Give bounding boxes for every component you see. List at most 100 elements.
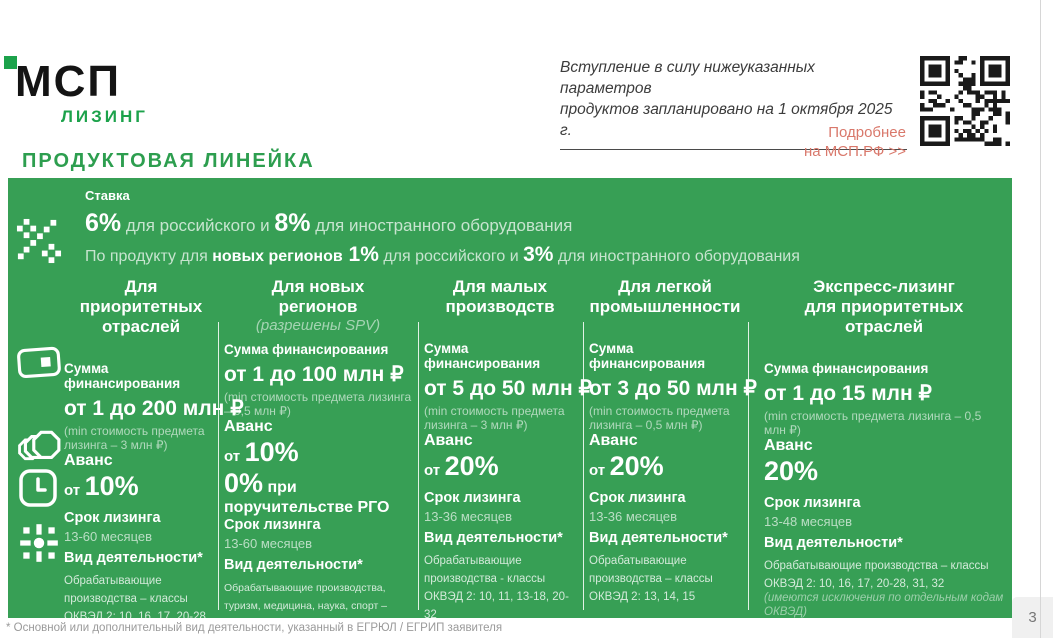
- sum-note: (min стоимость предмета лизинга – 3 млн …: [64, 424, 205, 453]
- term-section: Срок лизинга 13-60 месяцев: [64, 510, 218, 550]
- activity-section: Вид деятельности* Обрабатывающие произво…: [589, 530, 741, 605]
- percent-icon: [16, 218, 62, 264]
- financing-sum-section: Сумма финансирования от 1 до 15 млн ₽ (m…: [764, 361, 1004, 437]
- advance-value: 20%: [764, 456, 819, 487]
- product-column-new-regions: Для новых регионов (разрешены SPV) Сумма…: [224, 277, 412, 618]
- sum-label: Сумма финансирования: [589, 341, 706, 372]
- product-column-small-manufacturing: Для малых производств Сумма финансирован…: [424, 277, 592, 618]
- sum-label: Сумма финансирования: [64, 361, 181, 392]
- column-title: Для новых регионов: [271, 277, 365, 317]
- activity-text: Обрабатывающие производства - классы ОКВ…: [424, 555, 569, 618]
- activity-label: Вид деятельности*: [589, 530, 728, 547]
- rate-line2-text3: для иностранного оборудования: [553, 248, 800, 266]
- sum-label: Сумма финансирования: [424, 341, 541, 372]
- term-label: Срок лизинга: [64, 510, 161, 527]
- sum-note: (min стоимость предмета лизинга – 0,5 мл…: [764, 409, 982, 438]
- advance-prefix: от: [589, 462, 606, 480]
- column-separator: [748, 322, 749, 610]
- activity-section: Вид деятельности* Обрабатывающие произво…: [224, 557, 412, 618]
- rate-label: Ставка: [85, 188, 130, 203]
- msp-leasing-logo: МСП ЛИЗИНГ: [2, 50, 202, 140]
- logo-square-icon: [4, 56, 17, 69]
- sum-label: Сумма финансирования: [764, 361, 929, 377]
- activity-note: (имеются исключения по отдельным кодам О…: [764, 592, 1004, 618]
- rate-line1-text1: для российского и: [121, 216, 275, 235]
- sum-value: от 1 до 15 млн ₽: [764, 382, 932, 406]
- advance-section: Аванс от 20%: [589, 432, 741, 490]
- activity-section: Вид деятельности* Обрабатывающие произво…: [764, 535, 1004, 618]
- activity-burst-icon: [16, 520, 62, 566]
- rate-new-regions-foreign-pct: 3%: [523, 243, 554, 267]
- term-section: Срок лизинга 13-36 месяцев: [424, 490, 576, 530]
- column-separator: [418, 322, 419, 610]
- financing-sum-section: Сумма финансирования от 1 до 100 млн ₽ (…: [224, 342, 412, 418]
- more-on-msp-link[interactable]: Подробнее на МСП.РФ >>: [758, 124, 906, 162]
- column-title: Для легкой промышленности: [589, 277, 741, 317]
- logo-sub-text: ЛИЗИНГ: [61, 107, 148, 126]
- rate-foreign-pct: 8%: [274, 209, 311, 237]
- effective-date-note: Вступление в силу нижеуказанных параметр…: [560, 58, 907, 150]
- term-label: Срок лизинга: [764, 495, 861, 512]
- rate-line1-text2: для иностранного оборудования: [310, 216, 573, 235]
- activity-label: Вид деятельности*: [764, 535, 903, 552]
- page-number: 3: [1028, 609, 1037, 626]
- slide-right-border: [1040, 0, 1041, 638]
- column-title: Для приоритетных отраслей: [79, 277, 203, 337]
- advance-rgo-line: 0% при поручительстве РГО: [224, 468, 412, 517]
- clock-icon: [18, 468, 58, 508]
- advance-label: Аванс: [764, 437, 813, 455]
- advance-value: 20%: [444, 451, 499, 482]
- coins-icon: [16, 424, 62, 470]
- column-title: Экспресс-лизинг для приоритетных отрасле…: [804, 277, 964, 337]
- advance-value: 10%: [244, 437, 299, 468]
- effective-date-note-line1: Вступление в силу нижеуказанных параметр…: [560, 59, 815, 97]
- logo-brand-text: МСП: [15, 57, 122, 106]
- term-section: Срок лизинга 13-36 месяцев: [589, 490, 741, 530]
- activity-label: Вид деятельности*: [424, 530, 563, 547]
- advance-label: Аванс: [424, 432, 473, 450]
- advance-section: Аванс от 10%: [64, 452, 218, 510]
- money-icon: [16, 340, 62, 386]
- effective-date-note-line2: продуктов запланировано на 1 октября 202…: [560, 100, 893, 139]
- activity-text: Обрабатывающие производства, туризм, мед…: [224, 582, 388, 613]
- rate-line2-text1: По продукту для: [85, 248, 213, 266]
- qr-code: [920, 56, 1010, 146]
- advance-section: Аванс от 20%: [424, 432, 576, 490]
- sum-value: от 3 до 50 млн ₽: [589, 377, 757, 401]
- rate-line-2: По продукту для новых регионов 1% для ро…: [85, 242, 800, 268]
- activity-section: Вид деятельности* Обрабатывающие произво…: [424, 530, 576, 618]
- term-value: 13-60 месяцев: [64, 529, 153, 545]
- term-label: Срок лизинга: [424, 490, 521, 507]
- financing-sum-section: Сумма финансирования от 1 до 200 млн ₽ (…: [64, 361, 244, 453]
- advance-value: 20%: [609, 451, 664, 482]
- advance-section: Аванс 20%: [764, 437, 1004, 495]
- sum-value: от 5 до 50 млн ₽: [424, 377, 592, 401]
- more-link-line1: Подробнее: [828, 124, 906, 141]
- activity-label: Вид деятельности*: [64, 550, 203, 567]
- sum-note: (min стоимость предмета лизинга – 3 млн …: [424, 404, 565, 433]
- products-panel: Ставка 6% для российского и 8% для иност…: [8, 178, 1012, 618]
- sum-note: (min стоимость предмета лизинга – 0,5 мл…: [589, 404, 730, 433]
- rate-new-regions-bold: новых регионов: [212, 248, 343, 266]
- rate-ru-pct: 6%: [85, 209, 122, 237]
- term-value: 13-48 месяцев: [764, 514, 853, 530]
- rate-new-regions-ru-pct: 1%: [342, 243, 379, 267]
- advance-section: Аванс от 10% 0% при поручительстве РГО: [224, 418, 412, 517]
- rate-line-1: 6% для российского и 8% для иностранного…: [85, 208, 800, 239]
- term-value: 13-60 месяцев: [224, 536, 313, 552]
- term-label: Срок лизинга: [224, 517, 321, 534]
- sum-label: Сумма финансирования: [224, 342, 389, 358]
- advance-rgo-value: 0%: [224, 468, 264, 499]
- term-section: Срок лизинга 13-48 месяцев: [764, 495, 1004, 535]
- rate-line2-text2: для российского и: [378, 248, 524, 266]
- column-title: Для малых производств: [445, 277, 555, 317]
- more-link-line2: на МСП.РФ >>: [804, 142, 906, 160]
- term-label: Срок лизинга: [589, 490, 686, 507]
- advance-label: Аванс: [64, 452, 113, 470]
- activity-section: Вид деятельности* Обрабатывающие произво…: [64, 550, 218, 618]
- term-value: 13-36 месяцев: [424, 509, 513, 525]
- activity-text: Обрабатывающие производства – классы ОКВ…: [64, 575, 210, 618]
- column-subtitle: (разрешены SPV): [255, 317, 381, 335]
- activity-text: Обрабатывающие производства – классы ОКВ…: [764, 560, 989, 591]
